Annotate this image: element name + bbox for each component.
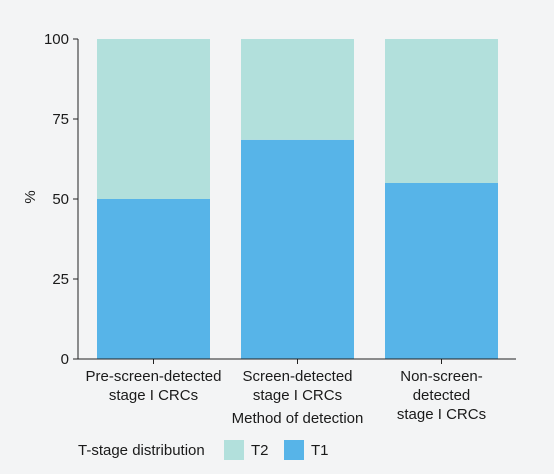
- bar-t1-3: [385, 183, 498, 359]
- bar-t1-1: [97, 199, 210, 359]
- labels-layer: 0 25 50 75 100 Pre-screen-detected stage I CRC…: [44, 31, 486, 427]
- x-category-label-1: Pre-screen-detected stage I CRCs: [86, 368, 222, 404]
- bar-t2-2: [241, 39, 354, 140]
- y-tick-label-0: 0: [61, 351, 69, 368]
- bars-layer: [97, 39, 498, 359]
- bar-t2-3: [385, 39, 498, 183]
- legend-label-t1: T1: [311, 442, 329, 459]
- x-category-label-3: Non-screen-detected stage I CRCs: [397, 368, 486, 423]
- legend-swatch-t1: [284, 440, 304, 460]
- legend-title: T-stage distribution: [78, 442, 205, 459]
- bar-t1-2: [241, 139, 354, 359]
- legend-swatch-t2: [224, 440, 244, 460]
- x-category-label-2: Screen-detected stage I CRCs: [242, 368, 352, 404]
- bar-t2-1: [97, 39, 210, 199]
- axes-layer: [73, 38, 516, 364]
- x-axis-label: Method of detection: [232, 410, 364, 427]
- y-tick-label-100: 100: [44, 31, 69, 48]
- y-axis-label: %: [22, 190, 39, 203]
- y-tick-label-50: 50: [52, 191, 69, 208]
- y-tick-label-75: 75: [52, 111, 69, 128]
- y-tick-label-25: 25: [52, 271, 69, 288]
- legend-label-t2: T2: [251, 442, 269, 459]
- legend: T-stage distribution T2 T1: [78, 440, 329, 460]
